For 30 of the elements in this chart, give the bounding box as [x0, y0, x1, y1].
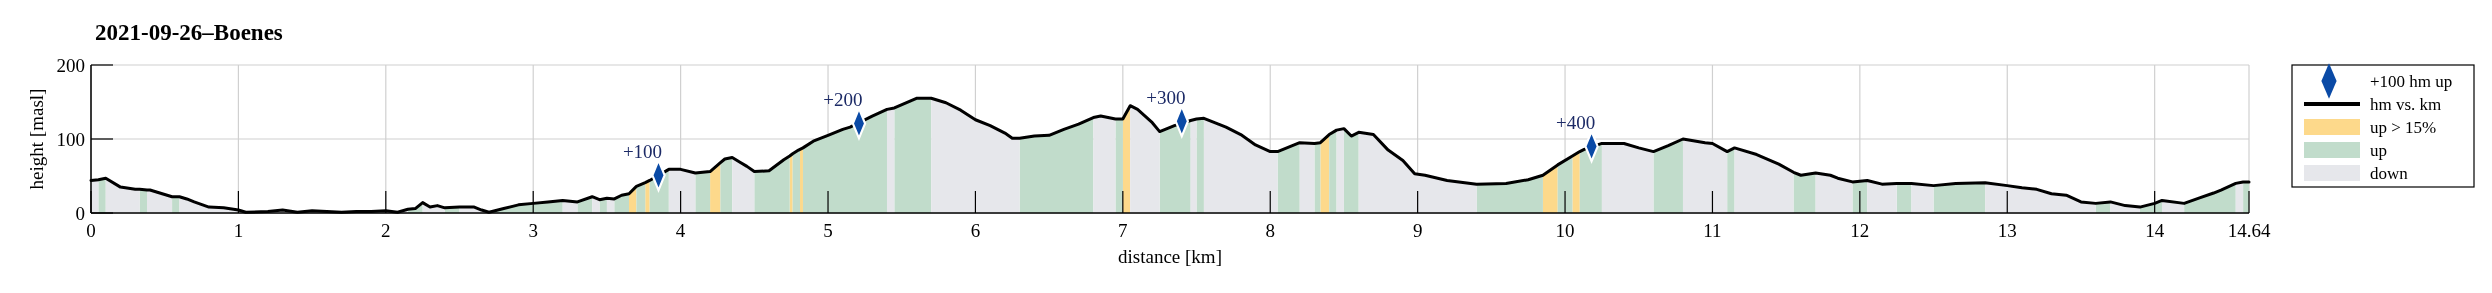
- annotation: +300: [1146, 87, 1186, 109]
- x-tick-label: 14.64: [2227, 220, 2271, 241]
- legend-label: up: [2370, 141, 2387, 160]
- x-axis-title: distance [km]: [1118, 246, 1222, 267]
- x-tick-label: 4: [675, 220, 686, 241]
- x-tick-label: 6: [970, 220, 981, 241]
- annotation: +100: [622, 141, 663, 163]
- chart-title: 2021-09-26–Boenes: [95, 20, 283, 45]
- legend-label: +100 hm up: [2370, 72, 2453, 91]
- y-tick-label: 0: [75, 203, 85, 224]
- x-tick-label: 8: [1265, 220, 1275, 241]
- x-tick-label: 2: [381, 220, 391, 241]
- x-tick-label: 11: [1703, 220, 1722, 241]
- legend-label: hm vs. km: [2370, 95, 2442, 114]
- x-tick-label: 1: [233, 220, 244, 241]
- y-tick-label: 100: [56, 129, 85, 150]
- annotation: +200: [823, 89, 863, 111]
- legend-label: down: [2370, 164, 2409, 183]
- x-tick-label: 5: [823, 220, 833, 241]
- x-tick-label: 12: [1850, 220, 1870, 241]
- x-tick-label: 14: [2145, 220, 2165, 241]
- y-axis-title: height [masl]: [26, 88, 47, 190]
- annotation: +400: [1555, 112, 1596, 134]
- y-tick-label: 200: [56, 55, 85, 76]
- x-tick-label: 7: [1118, 220, 1128, 241]
- x-tick-label: 9: [1412, 220, 1423, 241]
- x-tick-label: 13: [1997, 220, 2017, 241]
- x-tick-label: 10: [1555, 220, 1575, 241]
- legend-label: up > 15%: [2370, 118, 2437, 137]
- x-tick-label: 3: [528, 220, 538, 241]
